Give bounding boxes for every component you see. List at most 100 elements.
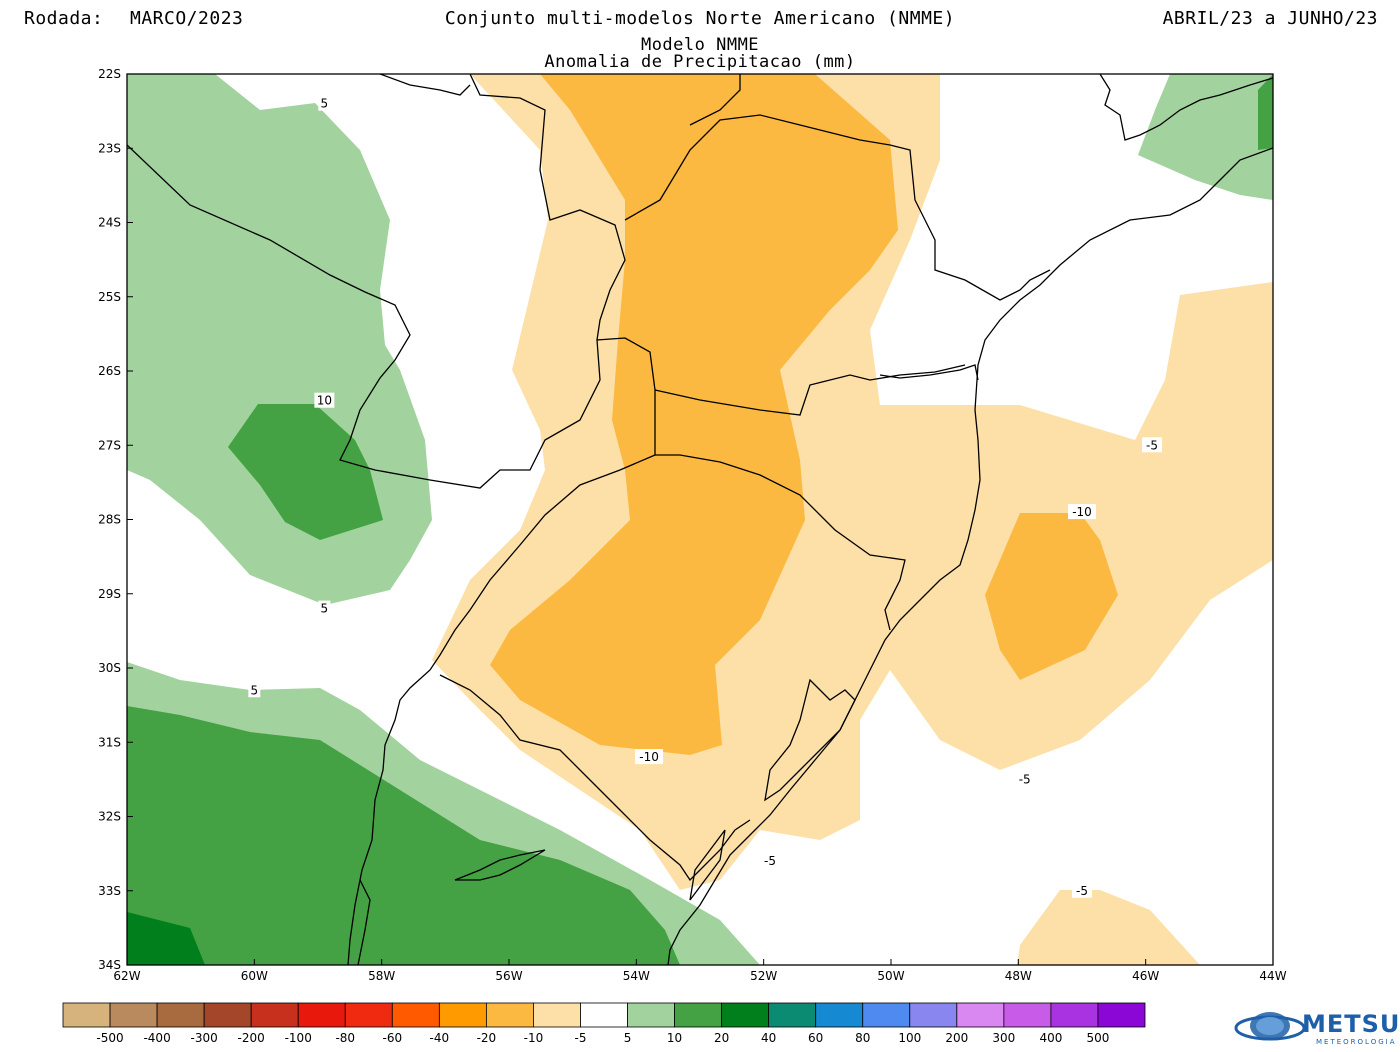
contour-label: -10	[639, 750, 659, 764]
colorbar-swatch	[62, 1002, 111, 1028]
colorbar-label: -300	[191, 1031, 218, 1045]
colorbar-label: -100	[285, 1031, 312, 1045]
x-tick-label: 48W	[1005, 969, 1032, 983]
contour-label-bg	[1142, 437, 1163, 453]
uruguay-border	[439, 674, 751, 882]
colorbar-swatch	[485, 1002, 534, 1028]
x-tick-label: 44W	[1259, 969, 1286, 983]
colorbar-swatch	[250, 1002, 299, 1028]
contour-label: -10	[1072, 505, 1092, 519]
contour-label: 10	[317, 394, 332, 408]
wet-core-southwest	[127, 706, 680, 965]
colorbar-swatch	[391, 1002, 440, 1028]
x-tick-label: 56W	[495, 969, 522, 983]
y-tick-label: 29S	[98, 587, 121, 601]
colorbar-label: -60	[382, 1031, 402, 1045]
river-plate-left	[357, 879, 371, 965]
colorbar-swatch	[768, 1002, 817, 1028]
model-subtitle: Modelo NMME	[640, 35, 760, 55]
colorbar-swatch	[1003, 1002, 1052, 1028]
santa-catarina-line	[879, 364, 979, 381]
brazil-north-states-line	[469, 74, 626, 341]
paraguay-argentina-border	[127, 144, 656, 489]
x-tick-label: 50W	[877, 969, 904, 983]
argentina-brazil-west-border	[347, 454, 656, 965]
colorbar-label: 60	[808, 1031, 823, 1045]
wet-dark-southwest-corner	[127, 912, 205, 965]
y-axis-ticks: 22S 23S 24S 25S 26S 27S 28S 29S 30S 31S 32S 33S 34S	[98, 67, 133, 972]
colorbar-swatch	[721, 1002, 770, 1028]
colorbar-label: -5	[574, 1031, 586, 1045]
atlantic-coastline	[667, 147, 1273, 965]
colorbar-label: 5	[624, 1031, 632, 1045]
y-tick-label: 28S	[98, 513, 121, 527]
y-tick-label: 22S	[98, 67, 121, 81]
colorbar-swatch	[1097, 1002, 1146, 1028]
colorbar: -500 -400 -300 -200 -100 -80 -60 -40 -20 -10 -5 5 10…	[62, 1002, 1146, 1045]
colorbar-label: -400	[143, 1031, 170, 1045]
chart-title: Conjunto multi-modelos Norte Americano (…	[444, 8, 956, 29]
contour-label: 5	[251, 683, 259, 697]
colorbar-label: 40	[761, 1031, 776, 1045]
north-coast-detail	[1099, 74, 1273, 141]
x-tick-label: 60W	[241, 969, 268, 983]
colorbar-swatch	[156, 1002, 205, 1028]
y-tick-label: 27S	[98, 438, 121, 452]
wet-shading-northwest	[127, 74, 432, 605]
x-tick-label: 58W	[368, 969, 395, 983]
mar-chiquita-lake	[454, 849, 546, 881]
contour-label-bg	[314, 392, 335, 408]
x-tick-label: 52W	[750, 969, 777, 983]
globe-icon	[1234, 1012, 1306, 1041]
variable-subtitle: Anomalia de Precipitacao (mm)	[544, 52, 856, 72]
colorbar-label: 500	[1087, 1031, 1110, 1045]
colorbar-swatch	[203, 1002, 252, 1028]
colorbar-swatch	[109, 1002, 158, 1028]
colorbar-label: 10	[667, 1031, 682, 1045]
contour-label: -5	[1146, 438, 1158, 452]
contour-label-bg	[760, 853, 781, 869]
y-tick-label: 23S	[98, 141, 121, 155]
parana-river-border	[654, 364, 966, 416]
boundaries-layer	[127, 74, 1273, 965]
parana-state-line	[624, 114, 1051, 301]
wet-core-west	[228, 404, 383, 540]
inland-border-ne	[689, 74, 741, 126]
contour-label: -5	[1019, 772, 1031, 786]
wet-shading-northeast	[1138, 74, 1273, 200]
colorbar-swatch	[956, 1002, 1005, 1028]
x-tick-label: 46W	[1132, 969, 1159, 983]
brand-logo: METSUL	[1302, 1010, 1400, 1038]
contour-label-bg	[1068, 504, 1096, 520]
x-tick-label: 54W	[623, 969, 650, 983]
colorbar-label: -80	[335, 1031, 355, 1045]
dry-shading-southeast	[1017, 890, 1200, 965]
contour-label-bg	[318, 95, 331, 111]
colorbar-swatch	[815, 1002, 864, 1028]
colorbar-label: 300	[992, 1031, 1015, 1045]
contour-label-bg	[318, 600, 331, 616]
colorbar-swatch	[674, 1002, 723, 1028]
contour-label-bg	[1072, 882, 1092, 898]
x-tick-label: 62W	[113, 969, 140, 983]
contour-labels: 5 10 5 5 -10 -5 -5 -10 -5 -5	[248, 95, 1163, 898]
dry-core-north	[490, 74, 898, 755]
y-tick-label: 26S	[98, 364, 121, 378]
colorbar-swatch	[862, 1002, 911, 1028]
colorbar-label: 200	[945, 1031, 968, 1045]
colorbar-label: -20	[477, 1031, 497, 1045]
colorbar-swatch	[297, 1002, 346, 1028]
contour-label: -5	[764, 854, 776, 868]
forecast-period: ABRIL/23 a JUNHO/23	[1162, 8, 1378, 29]
colorbar-swatch	[627, 1002, 675, 1028]
y-tick-label: 24S	[98, 216, 121, 230]
uruguay-river-border	[654, 390, 906, 631]
contour-label-bg	[635, 749, 664, 765]
colorbar-label: 100	[898, 1031, 921, 1045]
contour-label-bg	[248, 682, 261, 698]
run-value: MARCO/2023	[130, 8, 244, 29]
y-tick-label: 32S	[98, 810, 121, 824]
y-tick-label: 30S	[98, 661, 121, 675]
x-axis-ticks: 62W 60W 58W 56W 54W 52W 50W 48W 46W 44W	[113, 959, 1287, 983]
